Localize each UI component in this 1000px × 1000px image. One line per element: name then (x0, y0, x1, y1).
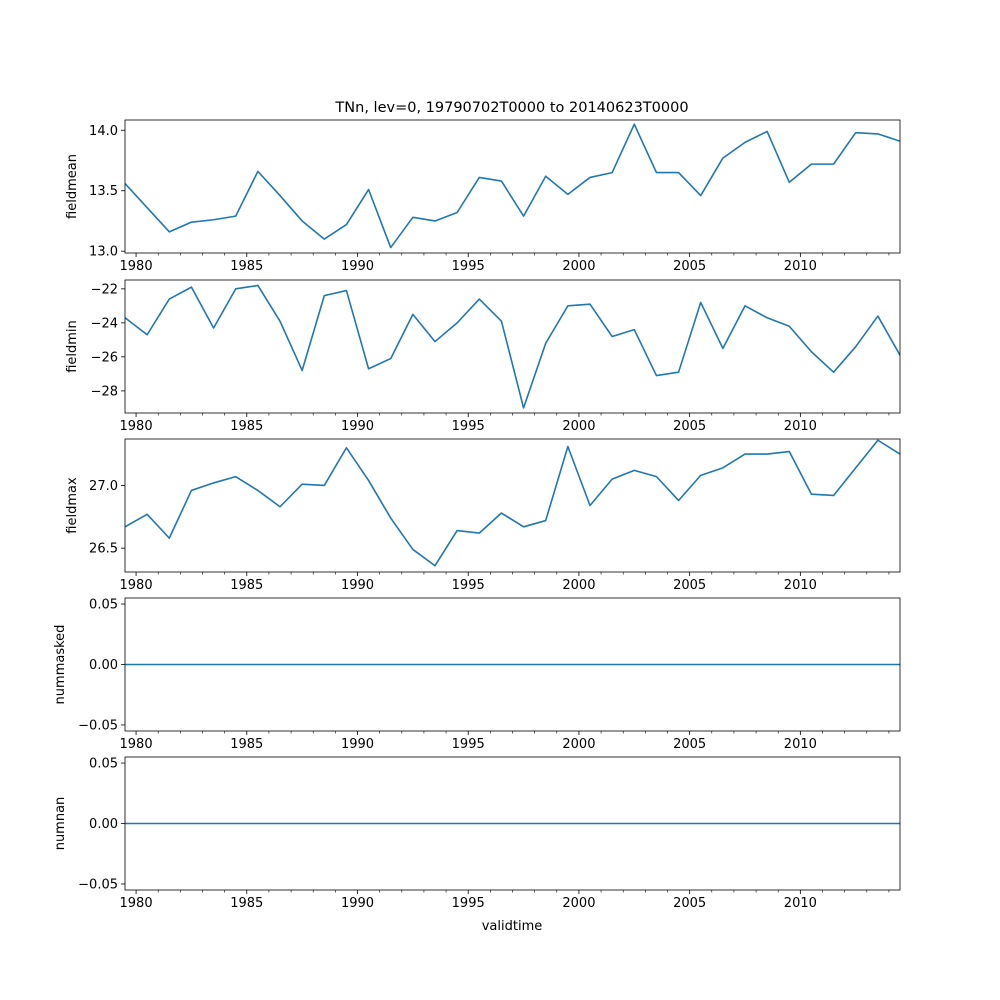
x-tick-label: 1990 (341, 737, 374, 752)
panel-numnan: 1980 1985 1990 1995 2000 2005 2010 −0.05 0.00 0.0… (53, 756, 901, 911)
panel-fieldmin: 1980 1985 1990 1995 2000 2005 2010 −28 −26 −24 −22… (65, 279, 901, 434)
panel-fieldmax: 1980 1985 1990 1995 2000 2005 2010 26.5 27.0 fiel… (65, 438, 901, 593)
x-tick-label: 1995 (452, 419, 485, 434)
y-tick-label: 26.5 (89, 542, 118, 557)
y-tick-label: 13.5 (89, 184, 118, 199)
x-tick-label: 1980 (120, 896, 153, 911)
x-tick-label: 1995 (452, 896, 485, 911)
y-axis-label-fieldmin: fieldmin (65, 320, 80, 373)
x-tick-label: 1985 (230, 259, 263, 274)
y-tick-label: 0.05 (89, 598, 118, 613)
x-tick-label: 2000 (562, 896, 595, 911)
y-tick-label: −26 (91, 350, 118, 365)
x-tick-label: 1985 (230, 578, 263, 593)
x-tick-label: 1985 (230, 896, 263, 911)
x-tick-label: 1990 (341, 419, 374, 434)
x-tick-label: 2005 (673, 259, 706, 274)
x-tick-label: 1980 (120, 419, 153, 434)
axes-frame (124, 279, 901, 414)
y-tick-label: −22 (91, 282, 118, 297)
y-tick-label: 14.0 (89, 124, 118, 139)
x-tick-label: 2010 (784, 578, 817, 593)
x-tick-label: 2010 (784, 259, 817, 274)
x-tick-label: 2010 (784, 896, 817, 911)
x-axis-label: validtime (482, 919, 543, 934)
subplot-grid: 1980 1985 1990 1995 2000 2005 2010 13.0 13.5 14.0… (53, 119, 901, 911)
x-tick-label: 1995 (452, 737, 485, 752)
y-tick-label: 13.0 (89, 245, 118, 260)
x-tick-label: 1990 (341, 259, 374, 274)
x-tick-label: 2010 (784, 419, 817, 434)
x-tick-label: 1990 (341, 896, 374, 911)
figure-title: TNn, lev=0, 19790702T0000 to 20140623T00… (334, 100, 688, 116)
x-tick-label: 1985 (230, 737, 263, 752)
y-axis-label-nummasked: nummasked (53, 625, 68, 705)
x-tick-label: 1990 (341, 578, 374, 593)
series-line-fieldmean (125, 123, 900, 249)
y-axis-label-fieldmean: fieldmean (65, 154, 80, 219)
x-tick-label: 1995 (452, 578, 485, 593)
x-tick-label: 1980 (120, 737, 153, 752)
axes-frame (124, 119, 901, 254)
y-tick-label: 0.00 (89, 817, 118, 832)
y-tick-label: −28 (91, 384, 118, 399)
x-tick-label: 2000 (562, 737, 595, 752)
x-tick-label: 2000 (562, 419, 595, 434)
panel-nummasked: 1980 1985 1990 1995 2000 2005 2010 −0.05 0.00 0.0… (53, 597, 901, 752)
axes-frame (124, 597, 901, 732)
x-tick-label: 1980 (120, 259, 153, 274)
axes-frame (124, 756, 901, 891)
x-tick-label: 2005 (673, 896, 706, 911)
x-tick-label: 1985 (230, 419, 263, 434)
y-tick-label: 0.00 (89, 658, 118, 673)
x-tick-label: 2005 (673, 578, 706, 593)
x-tick-label: 2000 (562, 259, 595, 274)
y-tick-label: −0.05 (78, 718, 118, 733)
series-line-fieldmax (125, 439, 900, 567)
y-axis-label-fieldmax: fieldmax (65, 477, 80, 534)
x-tick-label: 1995 (452, 259, 485, 274)
y-tick-label: 0.05 (89, 757, 118, 772)
axes-frame (124, 438, 901, 573)
y-tick-label: −24 (91, 316, 118, 331)
panel-fieldmean: 1980 1985 1990 1995 2000 2005 2010 13.0 13.5 14.0… (65, 119, 901, 274)
x-tick-label: 2005 (673, 419, 706, 434)
y-tick-label: 27.0 (89, 479, 118, 494)
x-tick-label: 1980 (120, 578, 153, 593)
y-axis-label-numnan: numnan (53, 797, 68, 851)
series-line-fieldmin (125, 284, 900, 409)
x-tick-label: 2005 (673, 737, 706, 752)
y-tick-label: −0.05 (78, 877, 118, 892)
x-tick-label: 2000 (562, 578, 595, 593)
x-tick-label: 2010 (784, 737, 817, 752)
